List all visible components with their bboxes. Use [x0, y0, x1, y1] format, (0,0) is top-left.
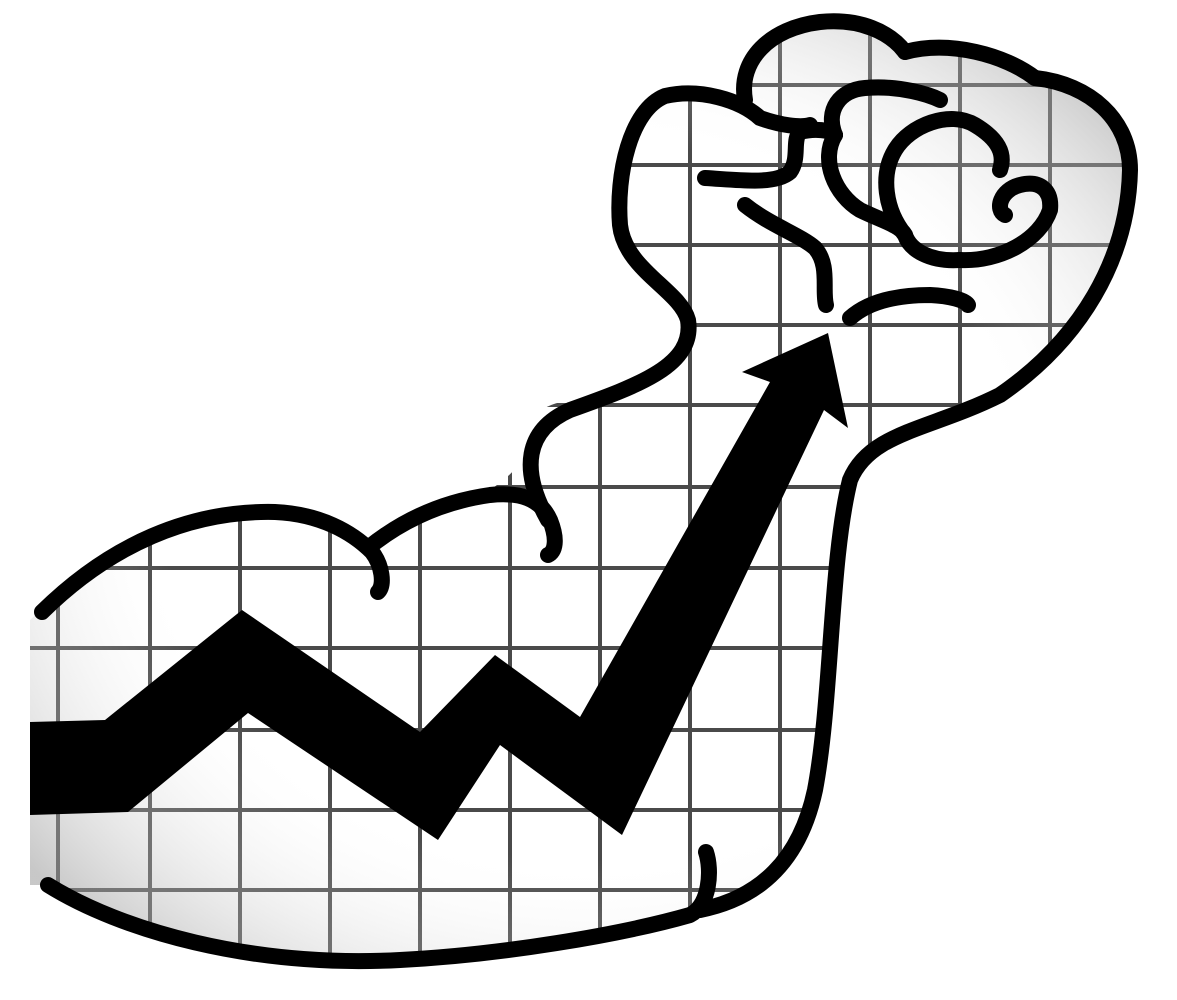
arm-outline	[34, 13, 1138, 970]
growth-arrow	[30, 333, 848, 840]
